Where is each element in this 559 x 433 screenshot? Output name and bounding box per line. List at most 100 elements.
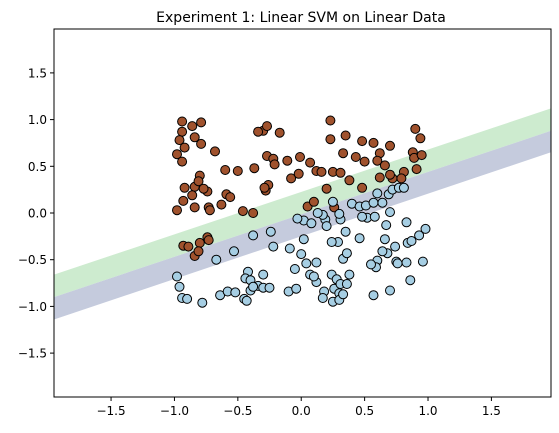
data-point-class-1 (189, 132, 200, 143)
data-point-class-1 (411, 164, 422, 175)
data-point-class-2 (338, 289, 349, 300)
data-point-class-1 (410, 123, 421, 134)
data-point-class-2 (377, 246, 388, 257)
data-point-class-1 (196, 117, 207, 128)
data-point-class-2 (264, 282, 275, 293)
data-point-class-2 (197, 297, 208, 308)
data-point-class-2 (381, 220, 392, 231)
data-point-class-1 (193, 176, 204, 187)
data-point-class-2 (406, 236, 417, 246)
data-point-class-2 (182, 293, 193, 304)
data-point-class-2 (172, 271, 182, 282)
data-point-class-1 (368, 137, 379, 148)
y-tick-label: −0.5 (18, 253, 47, 267)
y-tick-label: 0.5 (28, 160, 47, 174)
data-point-class-1 (293, 168, 304, 179)
data-point-class-1 (325, 115, 336, 126)
data-point-class-2 (229, 246, 239, 257)
data-point-class-1 (210, 146, 220, 157)
data-point-class-2 (268, 241, 279, 252)
data-point-class-1 (196, 138, 207, 149)
data-point-class-2 (289, 264, 300, 274)
data-point-class-1 (203, 235, 214, 246)
x-tick-label: −0.5 (223, 404, 252, 418)
data-point-class-1 (321, 183, 332, 194)
data-point-class-2 (296, 249, 307, 260)
data-point-class-1 (357, 136, 368, 147)
data-point-class-2 (291, 283, 302, 294)
data-point-class-2 (301, 258, 312, 269)
data-point-class-1 (359, 156, 370, 167)
data-point-class-1 (249, 163, 260, 174)
data-point-class-1 (179, 142, 190, 153)
data-point-class-2 (341, 279, 352, 289)
data-point-class-1 (340, 130, 351, 141)
data-point-class-2 (308, 271, 319, 282)
data-point-class-1 (198, 183, 209, 194)
data-point-class-1 (269, 159, 280, 170)
data-point-class-1 (237, 206, 248, 217)
data-point-class-1 (316, 166, 327, 177)
data-point-class-1 (308, 196, 319, 207)
data-point-class-1 (194, 237, 205, 248)
data-point-class-1 (379, 160, 390, 171)
data-point-class-2 (377, 197, 388, 208)
data-point-class-2 (392, 258, 403, 269)
data-point-class-1 (187, 121, 198, 132)
margin-band-1 (54, 108, 551, 298)
chart-title: Experiment 1: Linear SVM on Linear Data (156, 10, 446, 26)
data-point-class-1 (416, 150, 427, 161)
data-point-class-1 (350, 152, 361, 162)
data-point-class-1 (248, 208, 259, 218)
data-point-class-1 (374, 172, 385, 183)
x-axis: −1.5 −1.0 −0.5 0.0 0.5 1.0 1.5 (96, 397, 501, 418)
y-tick-label: 0.0 (28, 207, 47, 221)
data-point-class-1 (274, 127, 285, 138)
data-point-class-1 (259, 182, 270, 193)
data-point-class-1 (335, 167, 346, 178)
data-point-class-2 (385, 207, 395, 218)
y-tick-label: −1.0 (18, 300, 47, 314)
data-point-class-1 (187, 190, 198, 201)
data-point-class-2 (401, 257, 412, 268)
data-point-class-2 (306, 218, 317, 229)
x-tick-label: −1.5 (96, 404, 125, 418)
data-point-class-2 (312, 208, 323, 218)
data-point-class-1 (325, 134, 336, 145)
y-tick-label: 1.5 (28, 66, 47, 80)
data-point-class-2 (385, 285, 395, 296)
data-point-class-2 (326, 237, 337, 247)
x-tick-label: 1.0 (418, 404, 437, 418)
data-point-class-2 (340, 226, 351, 237)
data-point-class-1 (183, 241, 194, 252)
data-point-class-1 (225, 192, 236, 203)
data-point-class-2 (174, 281, 185, 292)
data-point-class-2 (265, 226, 276, 237)
decision-margin-bands (54, 108, 551, 320)
data-point-class-1 (295, 152, 305, 162)
x-tick-label: −1.0 (160, 404, 189, 418)
data-point-class-1 (286, 173, 297, 184)
data-point-class-2 (368, 290, 379, 301)
data-point-class-1 (193, 246, 204, 257)
data-point-class-1 (338, 148, 349, 159)
data-point-class-2 (211, 254, 222, 265)
data-point-class-2 (354, 233, 365, 244)
data-point-class-2 (372, 188, 383, 199)
y-axis: −1.5 −1.0 −0.5 0.0 0.5 1.0 1.5 (18, 66, 54, 361)
data-points (172, 115, 431, 308)
data-point-class-1 (174, 135, 185, 146)
y-tick-label: −1.5 (18, 347, 47, 361)
data-point-class-2 (292, 213, 303, 224)
data-point-class-2 (248, 230, 259, 241)
data-point-class-1 (344, 175, 355, 186)
data-point-class-1 (232, 166, 243, 176)
data-point-class-2 (334, 208, 345, 219)
data-point-class-2 (311, 257, 322, 268)
data-point-class-2 (298, 234, 309, 245)
data-point-class-2 (317, 293, 328, 303)
data-point-class-2 (414, 230, 425, 241)
data-point-class-2 (357, 211, 368, 222)
data-point-class-2 (368, 197, 379, 208)
